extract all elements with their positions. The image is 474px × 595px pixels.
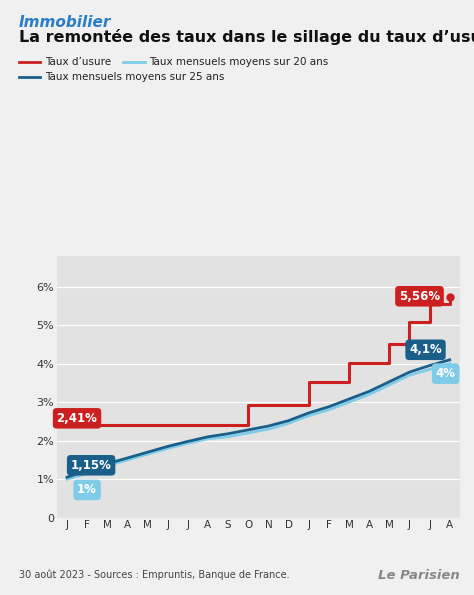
- Text: 1%: 1%: [77, 483, 97, 496]
- Text: 30 août 2023 - Sources : Empruntis, Banque de France.: 30 août 2023 - Sources : Empruntis, Banq…: [19, 569, 290, 580]
- Text: Taux d’usure: Taux d’usure: [45, 58, 111, 67]
- Text: 5,56%: 5,56%: [399, 290, 440, 303]
- Text: Taux mensuels moyens sur 25 ans: Taux mensuels moyens sur 25 ans: [45, 73, 224, 82]
- Text: Immobilier: Immobilier: [19, 15, 111, 30]
- Text: Taux mensuels moyens sur 20 ans: Taux mensuels moyens sur 20 ans: [149, 58, 328, 67]
- Text: 1,15%: 1,15%: [71, 459, 111, 472]
- Text: 4,1%: 4,1%: [409, 343, 442, 356]
- Text: Le Parisien: Le Parisien: [378, 569, 460, 582]
- Text: 4%: 4%: [436, 367, 456, 380]
- Text: 2,41%: 2,41%: [56, 412, 98, 425]
- Text: La remontée des taux dans le sillage du taux d’usure: La remontée des taux dans le sillage du …: [19, 29, 474, 45]
